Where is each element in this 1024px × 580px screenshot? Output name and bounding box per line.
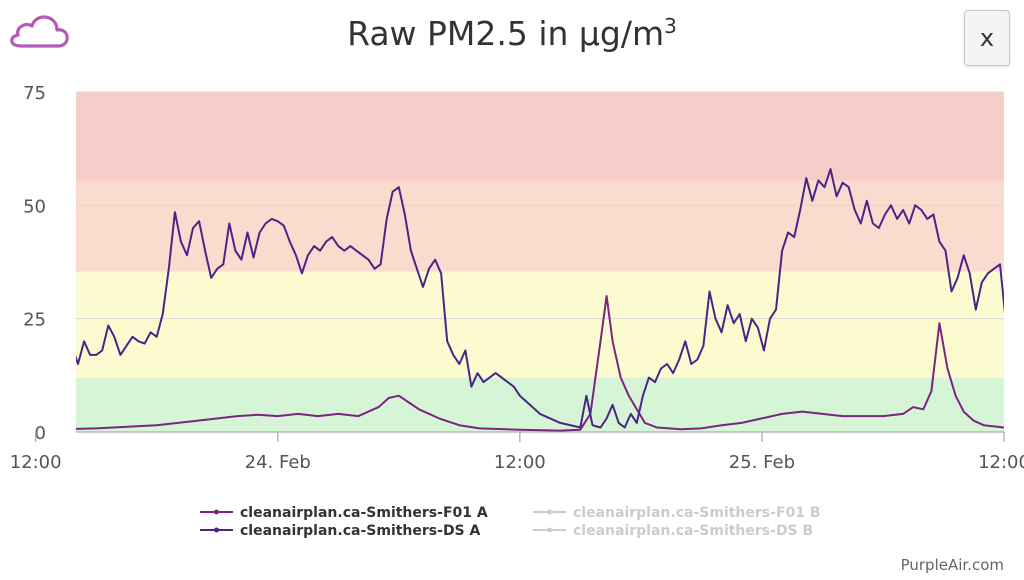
x-axis: 12:00 24. Feb 12:00 25. Feb 12:00 <box>10 431 1024 473</box>
legend-label-2: cleanairplan.ca-Smithers-F01 B <box>573 505 821 521</box>
x-tick-label-1: 24. Feb <box>245 452 311 473</box>
aqi-band-3 <box>76 92 1004 181</box>
legend-swatch-marker-1 <box>214 527 219 533</box>
close-button[interactable]: x <box>964 10 1010 66</box>
y-tick-label-0: 0 <box>35 423 46 444</box>
aqi-bands <box>76 92 1004 432</box>
title-superscript: 3 <box>664 14 677 38</box>
legend-swatch-marker-0 <box>214 509 219 515</box>
x-tick-label-3: 25. Feb <box>729 452 795 473</box>
y-axis-ticks: 0 25 50 75 <box>23 83 46 444</box>
x-tick-label-2: 12:00 <box>494 452 546 473</box>
legend: cleanairplan.ca-Smithers-F01 A cleanairpl… <box>200 505 821 539</box>
series-line-1 <box>76 168 1004 429</box>
legend-label-1: cleanairplan.ca-Smithers-DS A <box>240 523 481 539</box>
legend-item-2[interactable]: cleanairplan.ca-Smithers-F01 B <box>533 505 821 521</box>
legend-item-0[interactable]: cleanairplan.ca-Smithers-F01 A <box>200 505 488 521</box>
x-tick-label-4: 12:00 <box>978 452 1024 473</box>
series-line-0 <box>76 295 1004 432</box>
y-tick-label-3: 75 <box>23 83 46 104</box>
legend-swatch-marker-2 <box>547 509 552 515</box>
chart-title: Raw PM2.5 in µg/m3 <box>347 14 677 53</box>
x-tick-label-0: 12:00 <box>10 452 62 473</box>
purpleair-credit[interactable]: PurpleAir.com <box>900 556 1004 574</box>
series-lines <box>76 168 1004 432</box>
legend-item-1[interactable]: cleanairplan.ca-Smithers-DS A <box>200 523 481 539</box>
aqi-band-2 <box>76 180 1004 272</box>
legend-label-3: cleanairplan.ca-Smithers-DS B <box>573 523 813 539</box>
aqi-band-1 <box>76 271 1004 378</box>
legend-item-3[interactable]: cleanairplan.ca-Smithers-DS B <box>533 523 813 539</box>
legend-swatch-marker-3 <box>547 527 552 533</box>
y-tick-label-2: 50 <box>23 196 46 217</box>
y-tick-label-1: 25 <box>23 310 46 331</box>
legend-label-0: cleanairplan.ca-Smithers-F01 A <box>240 505 488 521</box>
aqi-band-0 <box>76 377 1004 432</box>
cloud-icon <box>10 15 69 48</box>
